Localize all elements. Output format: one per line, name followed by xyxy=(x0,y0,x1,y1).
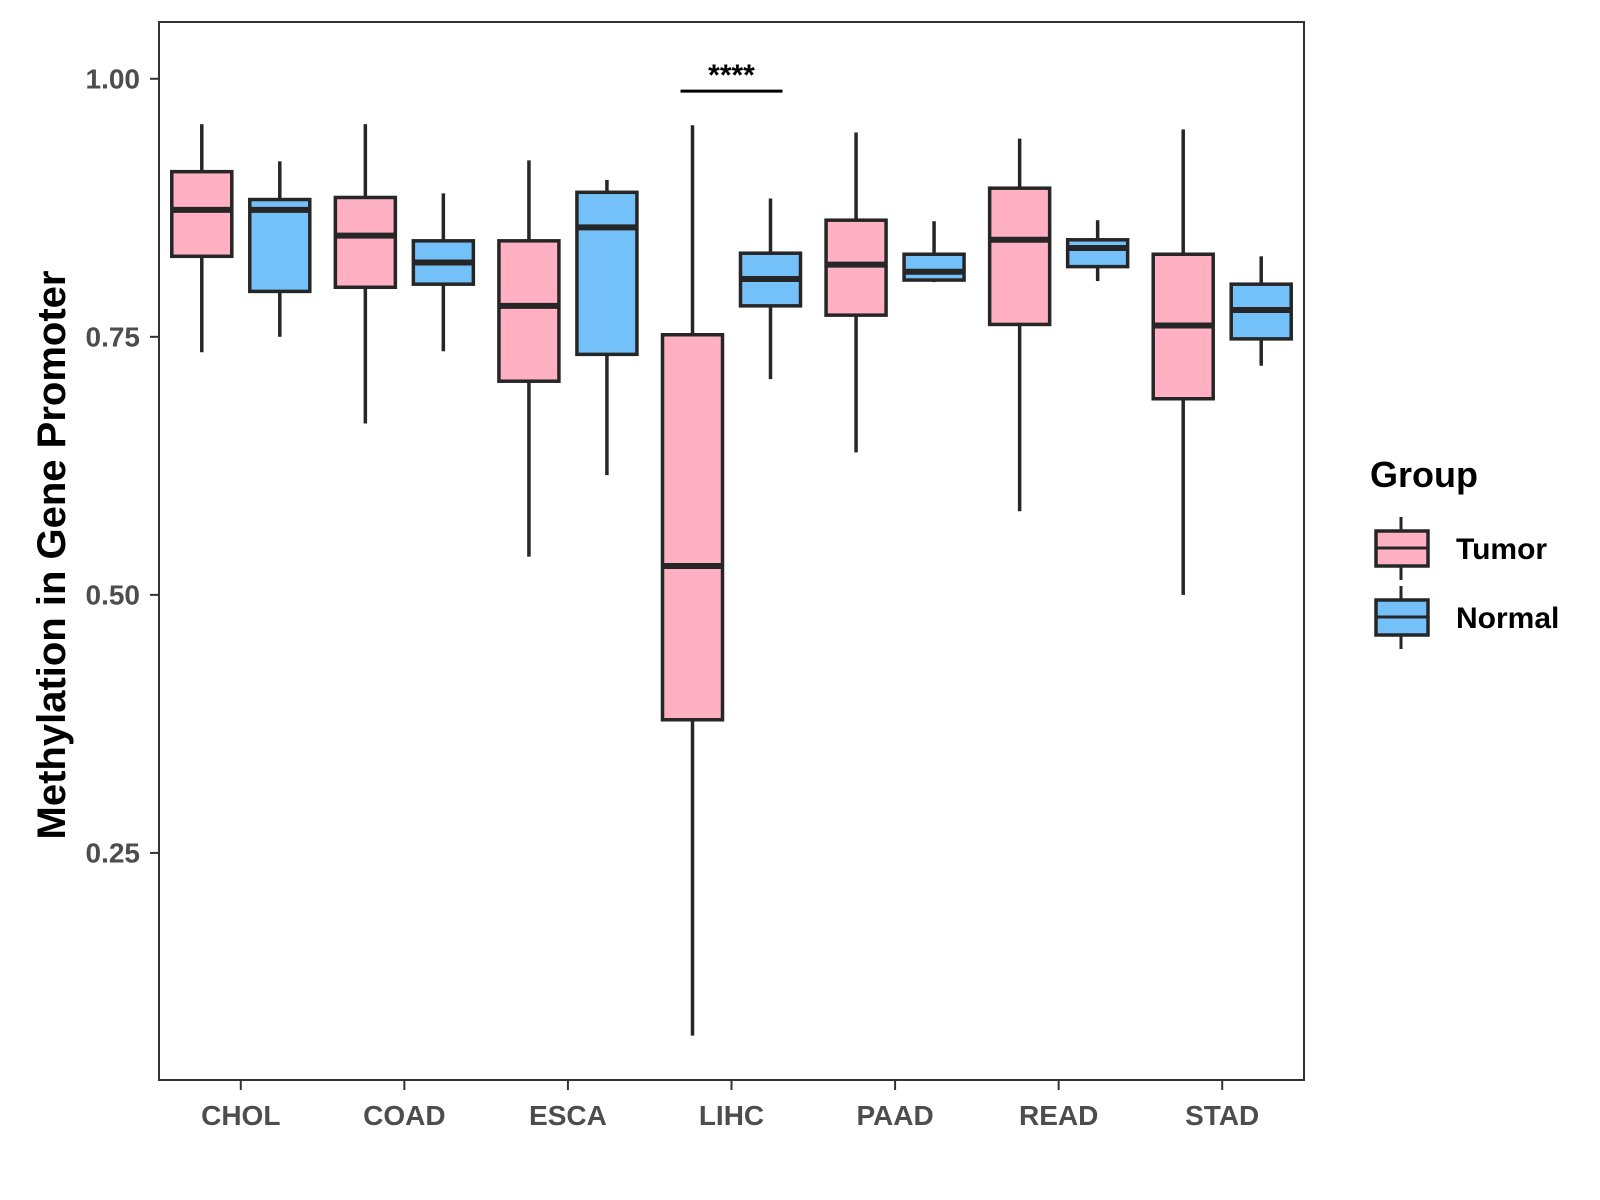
x-axis: CHOL COAD ESCA LIHC PAAD READ STAD xyxy=(201,1080,1259,1131)
box-normal-stad xyxy=(1229,256,1293,366)
box-normal-esca xyxy=(575,179,639,476)
box-tumor-read xyxy=(987,138,1052,512)
y-tick-label: 1.00 xyxy=(86,63,141,94)
y-tick-label: 0.50 xyxy=(86,579,141,610)
box-tumor-coad xyxy=(333,124,398,424)
box-tumor-paad xyxy=(824,132,888,453)
x-tick-label-stad: STAD xyxy=(1185,1100,1259,1131)
box-body xyxy=(497,239,561,383)
box-body xyxy=(987,186,1052,327)
legend-item-tumor: Tumor xyxy=(1374,517,1547,580)
y-axis-title: Methylation in Gene Promoter xyxy=(30,271,74,840)
box-normal-lihc xyxy=(738,198,803,380)
legend-item-normal: Normal xyxy=(1374,586,1559,649)
x-tick-label-paad: PAAD xyxy=(856,1100,933,1131)
box-normal-chol xyxy=(248,161,312,337)
legend-title: Group xyxy=(1370,454,1478,495)
box-body xyxy=(1065,238,1130,269)
box-tumor-stad xyxy=(1151,129,1215,595)
box-body xyxy=(248,197,312,294)
legend-label-normal: Normal xyxy=(1456,602,1559,635)
boxes-layer xyxy=(170,124,1293,1036)
y-tick-label: 0.25 xyxy=(86,837,141,868)
box-tumor-chol xyxy=(170,124,234,353)
box-body xyxy=(824,218,888,317)
legend-label-tumor: Tumor xyxy=(1456,533,1547,566)
box-body xyxy=(660,333,725,722)
box-body xyxy=(575,190,639,357)
significance-label: **** xyxy=(708,59,755,92)
box-body xyxy=(333,195,398,290)
x-tick-label-esca: ESCA xyxy=(529,1100,607,1131)
box-tumor-lihc xyxy=(660,125,725,1036)
x-tick-label-read: READ xyxy=(1019,1100,1098,1131)
box-body xyxy=(902,252,966,282)
box-normal-coad xyxy=(411,193,476,352)
box-normal-paad xyxy=(902,221,966,283)
legend: Group Tumor Normal xyxy=(1370,454,1559,649)
significance-annotation: **** xyxy=(680,59,783,93)
box-tumor-esca xyxy=(497,160,561,557)
y-tick-label: 0.75 xyxy=(86,321,141,352)
box-normal-read xyxy=(1065,220,1130,282)
x-tick-label-chol: CHOL xyxy=(201,1100,280,1131)
x-tick-label-lihc: LIHC xyxy=(699,1100,764,1131)
y-axis: 0.25 0.50 0.75 1.00 Methylation in Gene … xyxy=(30,63,159,868)
x-tick-label-coad: COAD xyxy=(363,1100,445,1131)
box-body xyxy=(170,169,234,259)
